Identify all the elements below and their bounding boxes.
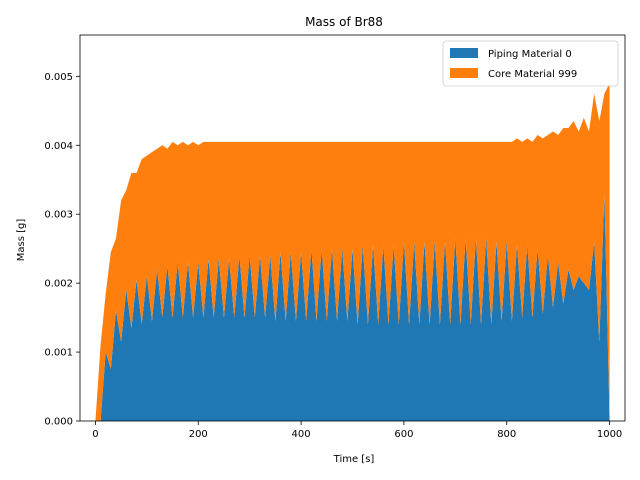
x-tick-label: 800 (497, 429, 516, 440)
legend: Piping Material 0 Core Material 999 (442, 40, 619, 87)
y-axis-label: Mass [g] (16, 219, 27, 262)
y-tick-label: 0.005 (44, 72, 73, 83)
x-tick-label: 400 (292, 429, 311, 440)
legend-label: Piping Material 0 (488, 49, 572, 60)
x-tick-label: 0 (92, 429, 98, 440)
legend-label: Core Material 999 (488, 69, 577, 80)
x-tick-label: 1000 (597, 429, 622, 440)
area-series-1 (95, 193, 610, 421)
area-series-2 (95, 83, 610, 421)
chart-title: Mass of Br88 (305, 15, 383, 29)
x-tick-label: 200 (189, 429, 208, 440)
plot-areas (95, 83, 610, 421)
x-tick-label: 600 (394, 429, 413, 440)
y-tick-label: 0.003 (44, 210, 73, 221)
legend-swatch (450, 68, 478, 78)
x-axis-label: Time [s] (333, 454, 375, 465)
legend-swatch (450, 48, 478, 58)
legend-box (442, 40, 619, 87)
plot-frame (79, 34, 626, 422)
y-tick-label: 0.004 (44, 141, 73, 152)
y-tick-label: 0.001 (44, 348, 73, 359)
axes: 0 200 400 600 800 1000 0.000 0.001 0.002 0.003 0.0… (44, 34, 626, 440)
y-tick-label: 0.000 (44, 417, 73, 428)
y-tick-label: 0.002 (44, 279, 73, 290)
